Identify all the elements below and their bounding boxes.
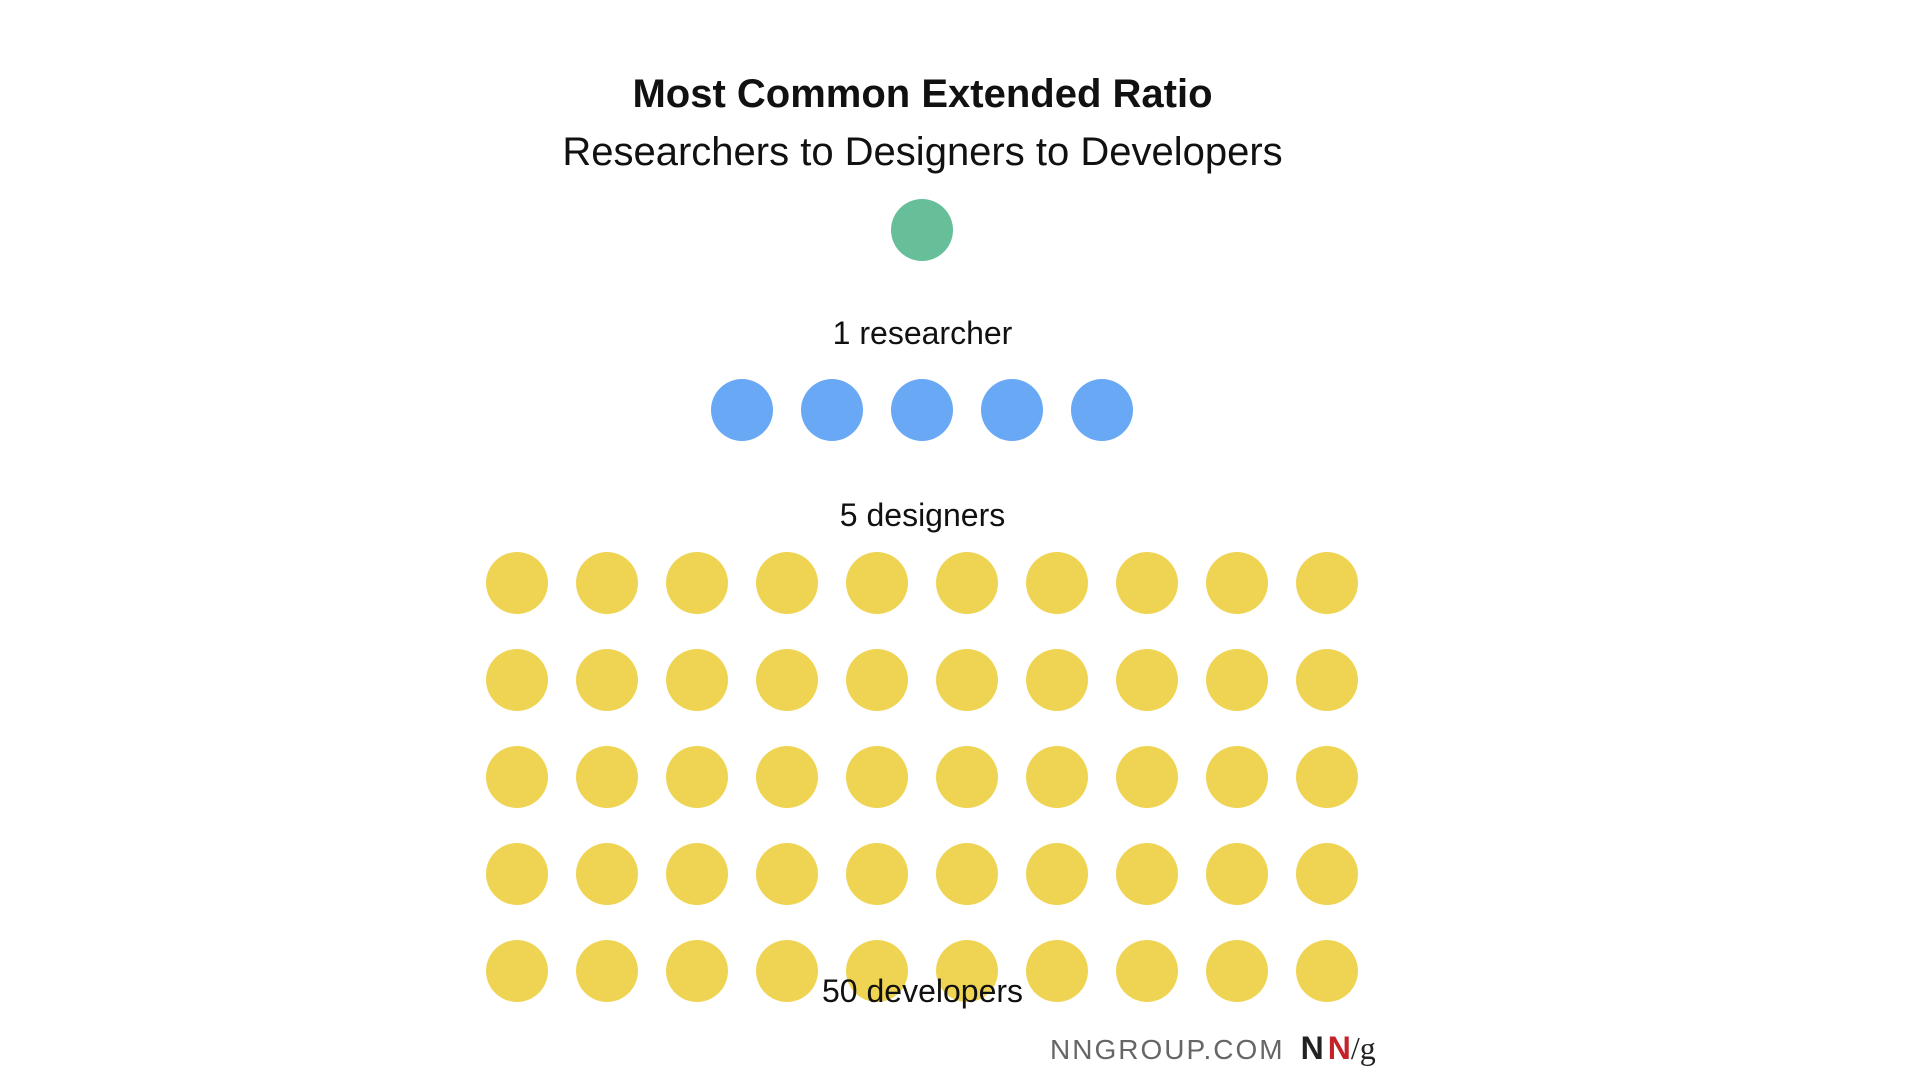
developer-dot: [1206, 552, 1268, 614]
developer-dot: [666, 649, 728, 711]
developer-dot: [486, 649, 548, 711]
developer-dot: [1206, 746, 1268, 808]
developer-dot: [1116, 746, 1178, 808]
developer-dot: [1296, 649, 1358, 711]
developer-dot: [1206, 940, 1268, 1002]
developer-dot: [1116, 552, 1178, 614]
developer-dot: [936, 746, 998, 808]
developer-dot: [756, 746, 818, 808]
developer-dot: [756, 649, 818, 711]
developer-dot: [1026, 940, 1088, 1002]
developer-dot: [576, 552, 638, 614]
developer-dot: [1026, 649, 1088, 711]
developer-dot: [1296, 843, 1358, 905]
developer-dot: [846, 552, 908, 614]
developer-dot: [576, 843, 638, 905]
footer: NNGROUP.COM N N /g: [1050, 1030, 1376, 1067]
developer-dot: [1026, 843, 1088, 905]
developer-dot: [936, 940, 998, 1002]
developer-dot: [1116, 940, 1178, 1002]
developer-dot: [1026, 552, 1088, 614]
developer-dot: [936, 552, 998, 614]
footer-site-url[interactable]: NNGROUP.COM: [1050, 1034, 1285, 1065]
developer-dot: [1026, 746, 1088, 808]
developer-dot: [486, 552, 548, 614]
developer-dot: [486, 940, 548, 1002]
developer-dot: [576, 940, 638, 1002]
developer-dot: [846, 649, 908, 711]
developer-dot: [1296, 940, 1358, 1002]
researcher-label: 1 researcher: [832, 315, 1013, 351]
developer-dot: [1296, 746, 1358, 808]
developer-dot: [1116, 649, 1178, 711]
developer-dot: [846, 940, 908, 1002]
developer-dot: [1116, 843, 1178, 905]
designer-dot: [891, 379, 953, 441]
designer-dot: [981, 379, 1043, 441]
developer-dot: [1206, 843, 1268, 905]
logo-slash-g: /g: [1350, 1030, 1376, 1066]
developer-dot: [936, 843, 998, 905]
developer-dot: [936, 649, 998, 711]
developer-dot: [486, 746, 548, 808]
developer-dot: [846, 843, 908, 905]
chart-subtitle: Researchers to Designers to Developers: [562, 130, 1283, 174]
developer-dot: [846, 746, 908, 808]
researcher-dot: [891, 199, 953, 261]
designer-dot: [711, 379, 773, 441]
developer-dot: [576, 746, 638, 808]
chart-title: Most Common Extended Ratio: [632, 72, 1213, 116]
developer-dot: [756, 552, 818, 614]
developer-dot: [486, 843, 548, 905]
developer-dot: [756, 843, 818, 905]
developer-dot: [666, 940, 728, 1002]
logo-n2: N: [1327, 1030, 1351, 1066]
developer-label: 50 developers: [821, 973, 1024, 1009]
designer-dot: [801, 379, 863, 441]
logo-n1: N: [1300, 1030, 1324, 1066]
designer-dot: [1071, 379, 1133, 441]
developer-dot: [756, 940, 818, 1002]
nngroup-logo: N N /g: [1301, 1030, 1376, 1067]
designer-label: 5 designers: [839, 497, 1006, 533]
developer-dot: [666, 552, 728, 614]
developer-dot: [666, 746, 728, 808]
developer-dot: [576, 649, 638, 711]
developer-dot: [1206, 649, 1268, 711]
developer-dot: [1296, 552, 1358, 614]
developer-dot: [666, 843, 728, 905]
